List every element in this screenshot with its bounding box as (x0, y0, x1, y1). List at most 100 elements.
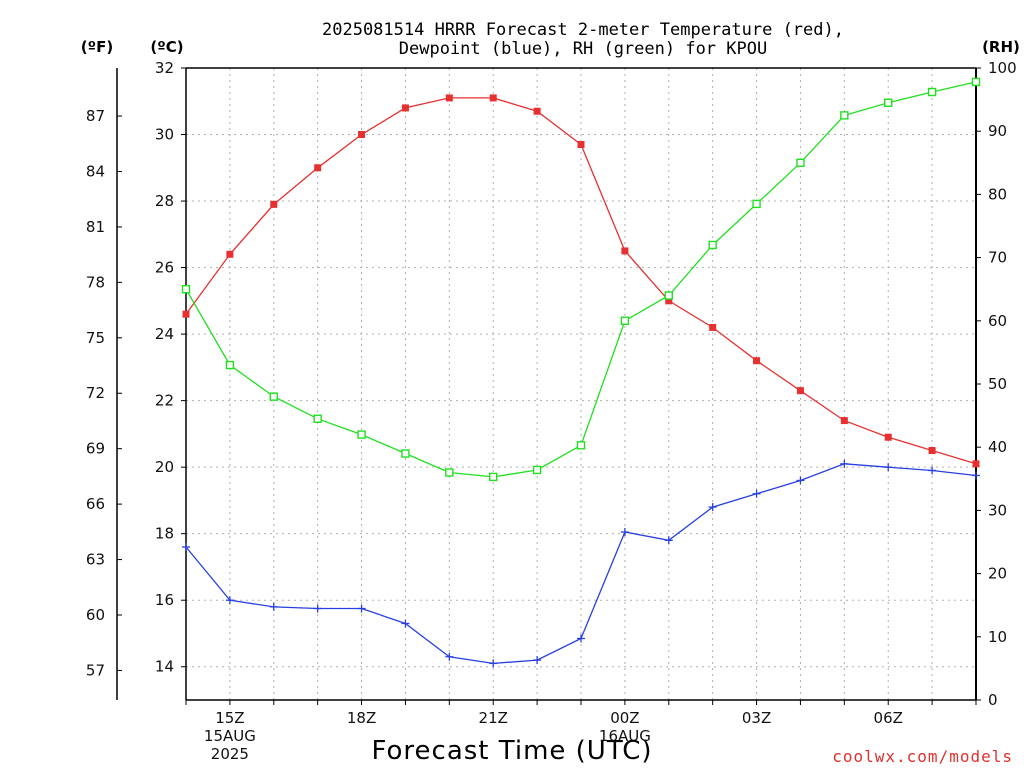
dewpoint-point (752, 489, 761, 498)
tick-labels: 14 16 18 20 22 24 26 28 30 32 57 60 63 66 69 72 75 78 81 84… (86, 59, 1017, 763)
rh-tick-label: 50 (988, 375, 1007, 393)
celsius-tick-label: 30 (155, 126, 174, 144)
x-tick-label: 15AUG (204, 727, 256, 745)
celsius-tick-label: 20 (155, 458, 174, 476)
fahrenheit-tick-label: 66 (86, 495, 105, 513)
dewpoint-point (796, 476, 805, 485)
dewpoint-point (445, 652, 454, 661)
rh-point (927, 87, 937, 97)
x-tick-label: 03Z (742, 709, 771, 727)
temperature-point (796, 387, 804, 395)
rh-tick-label: 10 (988, 628, 1007, 646)
rh-unit-label: (RH) (982, 38, 1020, 56)
fahrenheit-tick-label: 69 (86, 440, 105, 458)
fahrenheit-tick-label: 78 (86, 273, 105, 291)
rh-point (181, 285, 191, 294)
rh-point (971, 77, 981, 87)
rh-tick-label: 100 (988, 59, 1017, 77)
rh-point (269, 392, 278, 401)
x-tick-label: 18Z (347, 709, 376, 727)
rh-point (840, 111, 849, 120)
dewpoint-point (401, 619, 410, 628)
temperature-point (884, 433, 892, 441)
celsius-unit-label: (ºC) (150, 38, 183, 56)
dewpoint-point (533, 656, 542, 665)
rh-point (884, 98, 893, 107)
temperature-point (709, 323, 717, 331)
temperature-point (358, 131, 366, 139)
fahrenheit-tick-label: 57 (86, 661, 105, 679)
credit-text: coolwx.com/models (832, 747, 1013, 766)
celsius-tick-label: 16 (155, 591, 174, 609)
chart-title-line2: Dewpoint (blue), RH (green) for KPOU (399, 39, 767, 59)
temperature-point (577, 141, 585, 149)
grid-lines (186, 68, 976, 700)
temperature-point (314, 164, 322, 172)
rh-point (796, 158, 805, 168)
x-tick-label: 06Z (874, 709, 903, 727)
fahrenheit-tick-label: 60 (86, 606, 105, 624)
rh-point (489, 472, 498, 482)
rh-tick-label: 40 (988, 438, 1007, 456)
temperature-point (445, 94, 453, 102)
x-tick-label: 15Z (215, 709, 244, 727)
dewpoint-point (664, 536, 673, 545)
temperature-point (665, 297, 673, 305)
temperature-point (621, 247, 629, 255)
x-tick-label: 00Z (610, 709, 639, 727)
rh-point (225, 360, 235, 370)
dewpoint-point (269, 602, 278, 611)
temperature-point (533, 107, 541, 115)
celsius-tick-label: 28 (155, 192, 174, 210)
rh-point (708, 240, 717, 250)
dewpoint-point (357, 604, 366, 613)
data-series (181, 77, 981, 668)
rh-point (576, 441, 586, 450)
dewpoint-point (840, 459, 849, 468)
rh-tick-label: 60 (988, 312, 1007, 330)
temperature-point (226, 250, 234, 258)
dewpoint-point (928, 466, 937, 475)
rh-tick-label: 20 (988, 565, 1007, 583)
fahrenheit-tick-label: 75 (86, 329, 105, 347)
rh-point (664, 291, 673, 300)
temperature-point (489, 94, 497, 102)
dewpoint-point (620, 528, 629, 537)
dewpoint-point (708, 503, 717, 512)
dewpoint-point (182, 542, 190, 551)
rh-point (445, 468, 454, 477)
fahrenheit-tick-label: 81 (86, 218, 105, 236)
dewpoint-point (972, 471, 980, 480)
dewpoint-point (225, 596, 234, 605)
rh-point (532, 465, 542, 475)
x-tick-label: 21Z (479, 709, 508, 727)
temperature-point (270, 200, 278, 208)
fahrenheit-unit-label: (ºF) (81, 38, 113, 56)
temperature-point (401, 104, 409, 112)
dewpoint-point (577, 634, 585, 643)
rh-tick-label: 90 (988, 122, 1007, 140)
temperature-point (182, 310, 190, 318)
celsius-tick-label: 18 (155, 525, 174, 543)
rh-tick-label: 0 (988, 691, 998, 709)
fahrenheit-tick-label: 84 (86, 162, 105, 180)
temperature-point (972, 460, 980, 468)
rh-point (752, 199, 761, 209)
fahrenheit-tick-label: 63 (86, 551, 105, 569)
rh-point (620, 316, 630, 325)
dewpoint-point (489, 659, 498, 668)
x-axis-label: Forecast Time (UTC) (371, 736, 652, 766)
rh-point (401, 449, 410, 458)
rh-point (357, 430, 366, 439)
x-tick-label: 2025 (211, 745, 249, 763)
celsius-tick-label: 22 (155, 392, 174, 410)
dewpoint-point (884, 463, 893, 472)
celsius-tick-label: 14 (155, 658, 174, 676)
rh-tick-label: 30 (988, 501, 1007, 519)
celsius-tick-label: 32 (155, 59, 174, 77)
rh-tick-label: 70 (988, 249, 1007, 267)
rh-point (313, 414, 322, 423)
x-tick-label: 16AUG (599, 727, 651, 745)
celsius-tick-label: 26 (155, 259, 174, 277)
